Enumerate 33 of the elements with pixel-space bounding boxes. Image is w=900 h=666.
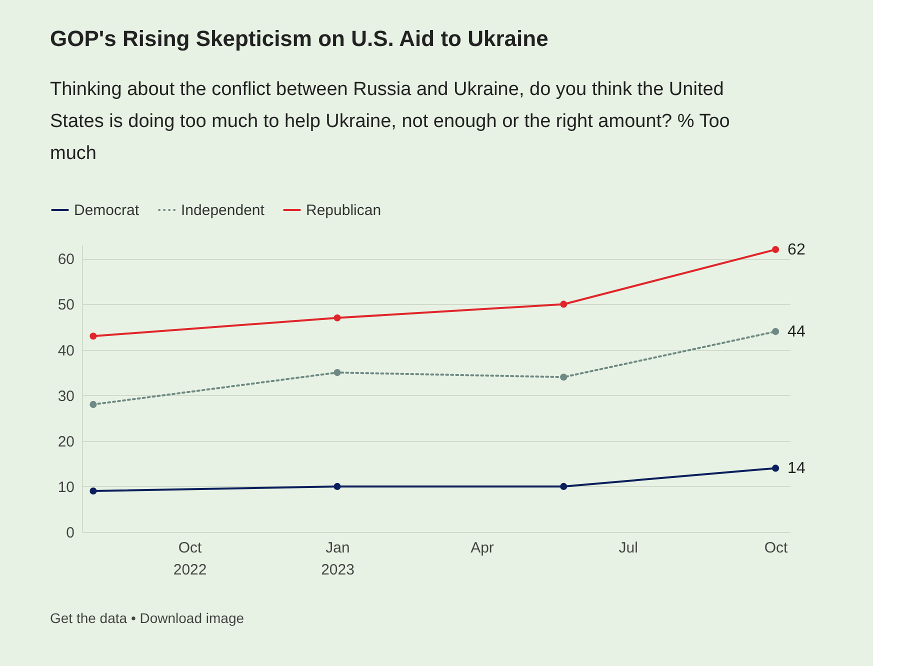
point — [90, 400, 97, 408]
point — [334, 369, 341, 376]
point — [334, 314, 341, 322]
legend-label: Republican — [306, 202, 382, 219]
point — [772, 328, 780, 336]
y-tick-label: 60 — [58, 251, 74, 268]
y-tick-label: 20 — [58, 433, 74, 450]
x-tick-label: Apr — [470, 540, 494, 556]
point — [772, 246, 780, 254]
legend-label: Independent — [181, 202, 266, 219]
x-tick-label: Oct 2022 — [173, 540, 207, 578]
chart-title: GOP's Rising Skepticism on U.S. Aid to Ukraine — [50, 26, 548, 52]
data-label: 14 — [788, 460, 806, 478]
x-tick-label: Jul — [618, 540, 638, 556]
point — [90, 487, 97, 495]
text: Get the data • Download image — [50, 610, 244, 626]
point — [560, 482, 568, 490]
y-tick-label: 10 — [58, 478, 74, 496]
point — [90, 332, 97, 340]
legend-label: Democrat — [74, 202, 140, 219]
point — [560, 374, 568, 381]
y-tick-label: 30 — [58, 388, 74, 405]
point — [560, 300, 568, 308]
point — [334, 482, 341, 490]
x-tick-label: Oct — [764, 540, 789, 556]
y-tick-label: 50 — [58, 296, 74, 314]
data-label: 62 — [788, 242, 806, 259]
x-tick-label: Jan 2023 — [321, 540, 354, 578]
data-label: 44 — [788, 324, 806, 341]
point — [772, 464, 780, 472]
chart-subtitle: Thinking about the conflict between Russia and Ukraine, do you think the United States is doing too much to help Ukraine, not enough or the right amount? % Too much — [50, 78, 731, 166]
y-tick-label: 40 — [58, 342, 74, 360]
y-tick-label: 0 — [66, 524, 74, 542]
